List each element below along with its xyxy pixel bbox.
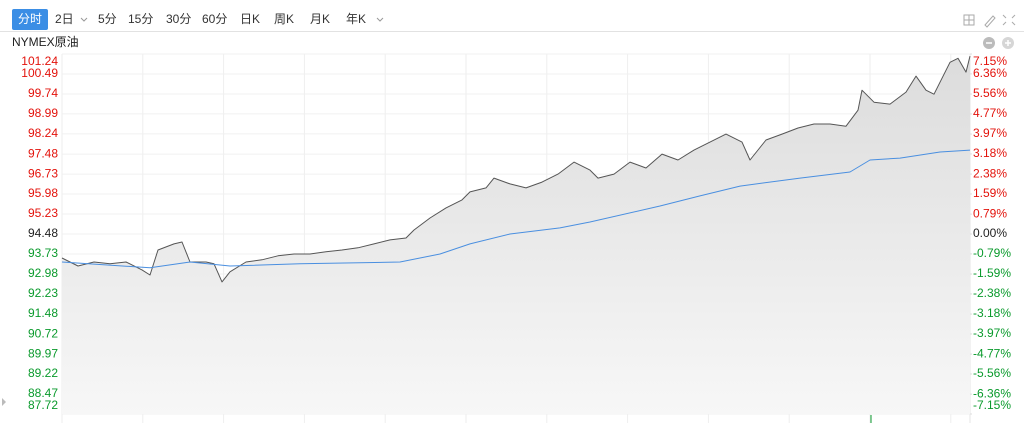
tab[interactable]: 2日 [55, 12, 74, 26]
chart-title: NYMEX原油 [12, 35, 79, 49]
y2-tick-label: 1.59% [973, 186, 1007, 200]
y-tick-label: 92.23 [28, 286, 58, 300]
dropdown-arrow[interactable] [376, 17, 384, 22]
y-tick-label: 91.48 [28, 306, 58, 320]
y-tick-label: 93.73 [28, 246, 58, 260]
y-tick-label: 87.72 [28, 398, 58, 412]
toolbar: 分时 2日 5分 15分 30分 60分 日K 周K 月K 年K [0, 9, 1024, 32]
y2-tick-label: -2.38% [973, 286, 1011, 300]
panel-buttons[interactable] [983, 37, 1014, 49]
y2-tick-label: 5.56% [973, 86, 1007, 100]
y-tick-label: 94.48 [28, 226, 58, 240]
tab[interactable]: 5分 [98, 12, 117, 26]
y2-tick-label: 2.38% [973, 166, 1007, 180]
y-tick-label: 98.99 [28, 106, 58, 120]
y-tick-label: 88.47 [28, 386, 58, 400]
y2-tick-label: -1.59% [973, 266, 1011, 280]
tab[interactable]: 30分 [166, 12, 191, 26]
tab[interactable]: 60分 [202, 12, 227, 26]
tab[interactable]: 15分 [128, 12, 153, 26]
y2-tick-label: 3.18% [973, 146, 1007, 160]
y2-tick-label: -5.56% [973, 366, 1011, 380]
y2-tick-label: 0.79% [973, 206, 1007, 220]
y2-tick-label: 3.97% [973, 126, 1007, 140]
y-tick-label: 89.97 [28, 346, 58, 360]
y2-tick-label: 6.36% [973, 66, 1007, 80]
active-tab-bg [12, 9, 48, 30]
y-tick-label: 99.74 [28, 86, 58, 100]
y-tick-label: 97.48 [28, 146, 58, 160]
y2-tick-label: -4.77% [973, 346, 1011, 360]
y2-tick-label: -3.18% [973, 306, 1011, 320]
y-tick-label: 96.73 [28, 166, 58, 180]
y2-tick-label: -7.15% [973, 398, 1011, 412]
tab[interactable]: 周K [274, 12, 294, 26]
tab[interactable]: 年K [346, 12, 366, 26]
dropdown-arrow[interactable] [80, 17, 88, 22]
price-line [61, 55, 971, 283]
y2-tick-label: -6.36% [973, 386, 1011, 400]
y-tick-label: 98.24 [28, 126, 58, 140]
y2-tick-label: 7.15% [973, 54, 1007, 68]
y-tick-label: 95.98 [28, 186, 58, 200]
tab[interactable]: 月K [310, 12, 330, 26]
tab[interactable]: 分时 [18, 12, 42, 26]
average-line [61, 149, 971, 269]
y-tick-label: 92.98 [28, 266, 58, 280]
y-tick-label: 95.23 [28, 206, 58, 220]
y2-tick-label: -0.79% [973, 246, 1011, 260]
y-tick-label: 100.49 [21, 66, 58, 80]
y2-tick-label: -3.97% [973, 326, 1011, 340]
y-tick-label: 101.24 [21, 54, 58, 68]
price-area [62, 56, 970, 414]
y-tick-label: 89.22 [28, 366, 58, 380]
scroll-arrow[interactable] [2, 398, 6, 406]
tab[interactable]: 日K [240, 12, 260, 26]
y2-tick-label: 0.00% [973, 226, 1007, 240]
y2-tick-label: 4.77% [973, 106, 1007, 120]
toolbar-icons[interactable] [963, 14, 1016, 28]
y-tick-label: 90.72 [28, 326, 58, 340]
